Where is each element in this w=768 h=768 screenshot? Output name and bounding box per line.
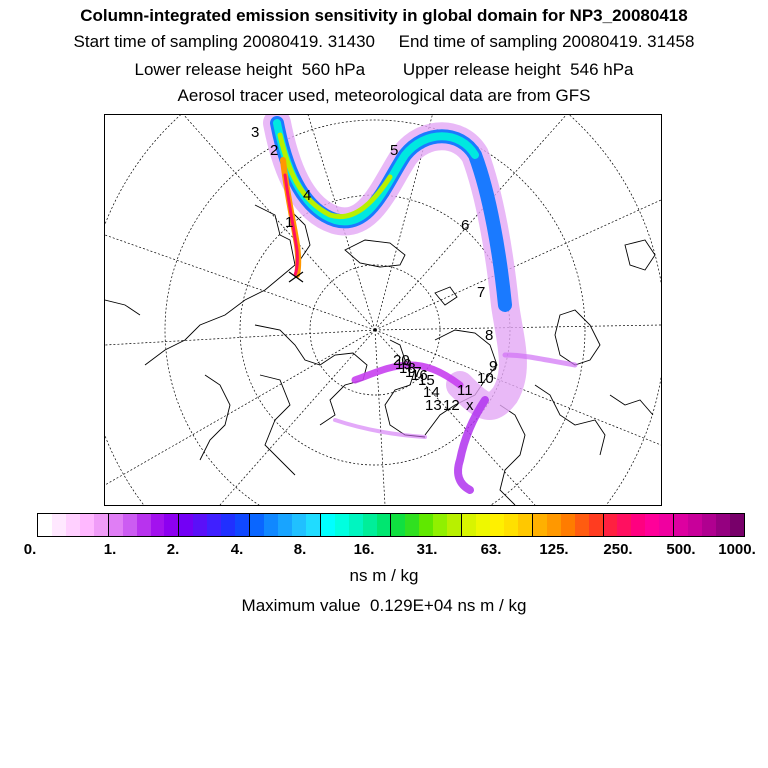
track-label: 15 (418, 372, 435, 389)
colorbar-segment (376, 514, 391, 536)
colorbar-tick: 1. (103, 541, 117, 558)
colorbar-segment (221, 514, 236, 536)
emission-plume (263, 115, 578, 494)
colorbar-segment (447, 514, 462, 536)
colorbar-segment (334, 514, 349, 536)
track-label: 11 (457, 382, 473, 399)
colorbar-segment (122, 514, 137, 536)
colorbar (37, 513, 745, 537)
colorbar-ticks: 0. 1. 2. 4. 8. 16. 31. 63. 125. 250. 500… (0, 541, 768, 561)
colorbar-segment (617, 514, 632, 536)
colorbar-tick: 125. (539, 541, 569, 558)
track-label: 18 (399, 360, 416, 377)
colorbar-segment (702, 514, 716, 536)
track-label: 1 (285, 214, 293, 231)
colorbar-segment (476, 514, 490, 536)
release-point-marker (288, 271, 304, 283)
map-canvas: 1 2 3 4 5 6 7 8 9 10 11 12 13 14 15 16 1… (105, 115, 661, 505)
colorbar-segment (207, 514, 222, 536)
colorbar-segment (729, 514, 744, 536)
colorbar-tick: 4. (230, 541, 244, 558)
colorbar-tick: 500. (666, 541, 696, 558)
colorbar-tick: 0. (23, 541, 37, 558)
colorbar-segment (291, 514, 306, 536)
colorbar-segment (178, 514, 194, 536)
colorbar-tick: 63. (480, 541, 502, 558)
colorbar-segment (517, 514, 532, 536)
track-label: 9 (489, 358, 497, 375)
colorbar-segment (419, 514, 434, 536)
colorbar-segment (38, 514, 52, 536)
colorbar-segment (305, 514, 320, 536)
colorbar-segment (51, 514, 66, 536)
colorbar-tick: 16. (353, 541, 375, 558)
trajectory-labels: 1 2 3 4 5 6 7 8 9 10 11 12 13 14 15 16 1… (251, 124, 497, 414)
colorbar-segment (490, 514, 504, 536)
colorbar-segment (716, 514, 730, 536)
track-label: 2 (270, 142, 278, 159)
colorbar-segment (348, 514, 363, 536)
maximum-value-text: Maximum value 0.129E+04 ns m / kg (241, 596, 527, 615)
map-title: Column-integrated emission sensitivity i… (80, 6, 688, 25)
colorbar-segment (277, 514, 292, 536)
track-label: 3 (251, 124, 259, 141)
colorbar-segment (645, 514, 660, 536)
track-label: 4 (303, 187, 311, 204)
colorbar-segment (531, 514, 547, 536)
track-label: 7 (477, 284, 485, 301)
colorbar-segment (688, 514, 703, 536)
colorbar-segment (390, 514, 406, 536)
track-label: 13 (425, 397, 442, 414)
track-label: 8 (485, 327, 493, 344)
colorbar-segment (433, 514, 448, 536)
colorbar-segment (503, 514, 518, 536)
polar-map: 1 2 3 4 5 6 7 8 9 10 11 12 13 14 15 16 1… (104, 114, 662, 506)
colorbar-segment (107, 514, 123, 536)
colorbar-segment (602, 514, 618, 536)
colorbar-tick: 2. (166, 541, 180, 558)
colorbar-segment (249, 514, 264, 536)
track-label: 5 (390, 142, 398, 159)
colorbar-segment (659, 514, 674, 536)
colorbar-segment (405, 514, 420, 536)
colorbar-segment (136, 514, 151, 536)
colorbar-tick: 31. (416, 541, 438, 558)
release-height-line: Lower release height 560 hPa Upper relea… (134, 60, 634, 79)
track-label: x (466, 397, 474, 414)
colorbar-segment (150, 514, 165, 536)
colorbar-segment (461, 514, 477, 536)
colorbar-segment (574, 514, 589, 536)
colorbar-segment (362, 514, 377, 536)
sampling-time-line: Start time of sampling 20080419. 31430 E… (73, 32, 695, 51)
track-label: 20 (393, 352, 410, 369)
track-label: 6 (461, 217, 469, 234)
colorbar-segment (319, 514, 335, 536)
colorbar-segment (588, 514, 603, 536)
coastlines (105, 204, 656, 505)
track-label: 17 (405, 364, 422, 381)
colorbar-segment (546, 514, 561, 536)
track-label: 14 (423, 384, 440, 401)
colorbar-tick: 250. (603, 541, 633, 558)
colorbar-segment (560, 514, 575, 536)
colorbar-units: ns m / kg (349, 566, 419, 585)
colorbar-segment (193, 514, 208, 536)
colorbar-segment (65, 514, 80, 536)
colorbar-segment (93, 514, 108, 536)
colorbar-segment (631, 514, 646, 536)
colorbar-segment (164, 514, 179, 536)
tracer-info-line: Aerosol tracer used, meteorological data… (177, 86, 591, 105)
track-label: 10 (477, 370, 494, 387)
track-label: 16 (411, 367, 428, 384)
track-label: 12 (443, 397, 460, 414)
colorbar-segment (264, 514, 278, 536)
colorbar-segment (235, 514, 250, 536)
colorbar-segment (79, 514, 94, 536)
colorbar-tick: 8. (293, 541, 307, 558)
colorbar-segment (673, 514, 689, 536)
track-label: 19 (395, 356, 412, 373)
colorbar-tick: 1000. (718, 541, 756, 558)
